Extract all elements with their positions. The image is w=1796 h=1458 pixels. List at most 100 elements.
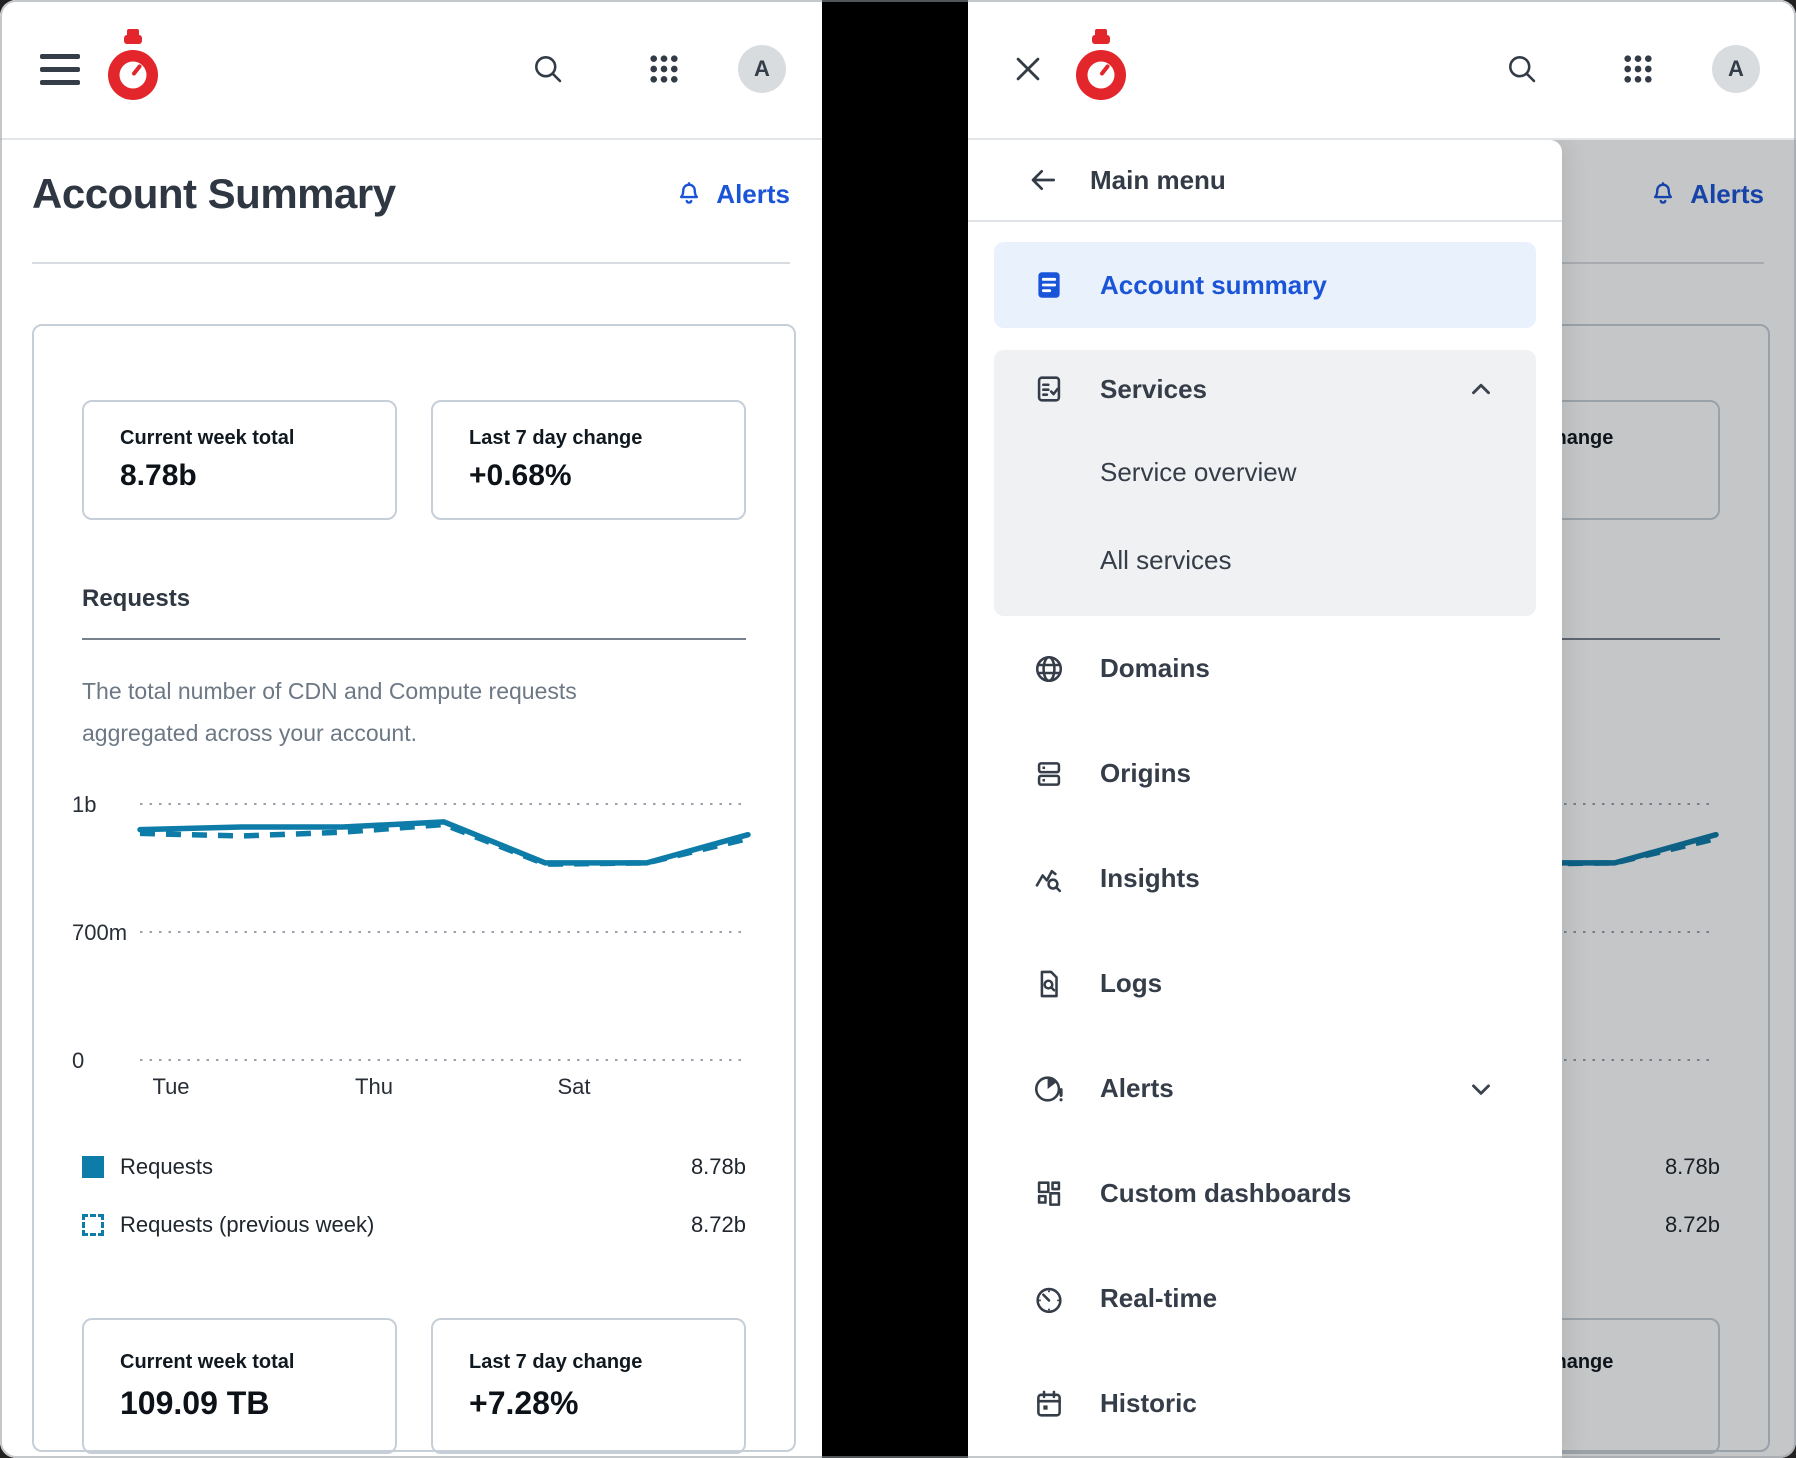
menu-item-label: Real-time <box>1100 1283 1218 1313</box>
stat-value: +0.68% <box>469 459 572 492</box>
bell-icon <box>1654 182 1673 204</box>
summary-card: Current week total 8.78b Last 7 day chan… <box>32 324 796 1454</box>
x-tick-thu: Thu <box>355 1074 393 1099</box>
stat-card-7day-change: Last 7 day change +0.68% <box>431 400 746 520</box>
menu-item-service-overview[interactable]: Service overview <box>994 428 1536 516</box>
menu-item-domains[interactable]: Domains <box>994 616 1536 721</box>
alert-pie-icon <box>1034 1075 1063 1102</box>
stat-label: Last 7 day change <box>469 427 643 449</box>
right-phone-panel: A Account Summary Alerts Current week to… <box>968 0 1796 1458</box>
menu-item-origins[interactable]: Origins <box>994 721 1536 826</box>
menu-item-label: Insights <box>1100 863 1200 893</box>
timer-icon <box>1036 1287 1062 1313</box>
dashboard-grid-icon <box>1037 1180 1061 1206</box>
menu-item-label: Origins <box>1100 758 1192 788</box>
requests-line-chart: 1b 700m 0 Tue Thu Sat <box>72 792 751 1099</box>
close-icon <box>1016 57 1040 81</box>
avatar[interactable]: A <box>1712 45 1760 93</box>
main-menu-list: Account summary Services <box>968 222 1562 1456</box>
search-icon <box>535 56 562 83</box>
stat-value: 8.78b <box>120 459 197 492</box>
globe-icon <box>1035 655 1063 682</box>
search-button[interactable] <box>1494 41 1550 97</box>
menu-item-alerts[interactable]: Alerts <box>994 1036 1536 1141</box>
server-stack-icon <box>1037 761 1061 786</box>
top-bar: A <box>968 0 1796 140</box>
menu-item-label: Domains <box>1100 653 1210 683</box>
close-menu-button[interactable] <box>1004 45 1052 93</box>
app-grid-icon <box>650 55 678 83</box>
dashed-swatch-icon <box>82 1214 104 1236</box>
stat-value: 109.09 TB <box>120 1385 270 1421</box>
stat-label: Last 7 day change <box>469 1351 643 1373</box>
chart-magnifier-icon <box>1035 869 1062 892</box>
alerts-link[interactable]: Alerts <box>1648 179 1764 210</box>
alerts-link[interactable]: Alerts <box>674 179 790 210</box>
menu-item-custom-dashboards[interactable]: Custom dashboards <box>994 1141 1536 1246</box>
fastly-logo-icon <box>1076 28 1126 100</box>
chevron-down-icon[interactable] <box>1466 1074 1496 1104</box>
hamburger-menu-button[interactable] <box>36 45 84 93</box>
title-divider <box>32 262 790 264</box>
menu-item-services[interactable]: Services <box>994 350 1536 428</box>
fastly-logo[interactable] <box>108 28 158 110</box>
menu-item-label: Custom dashboards <box>1100 1178 1352 1208</box>
menu-item-label: Logs <box>1100 968 1163 998</box>
legend-value: 8.72b <box>690 1212 746 1237</box>
menu-item-all-services[interactable]: All services <box>994 516 1536 604</box>
apps-button[interactable] <box>1610 41 1666 97</box>
avatar[interactable]: A <box>738 45 786 93</box>
menu-item-label: Services <box>1100 373 1207 404</box>
hamburger-menu-icon <box>40 53 80 85</box>
account-summary-page: Account Summary Alerts Current week tota… <box>0 140 822 1458</box>
chevron-up-icon[interactable] <box>1466 374 1496 404</box>
menu-item-historic[interactable]: Historic <box>994 1351 1536 1456</box>
menu-item-logs[interactable]: Logs <box>994 931 1536 1036</box>
main-menu-title: Main menu <box>1090 164 1226 195</box>
alerts-link-label: Alerts <box>716 178 790 209</box>
menu-item-label: Account summary <box>1100 269 1327 300</box>
legend-row-requests: Requests 8.78b <box>82 1154 746 1180</box>
menu-group-services: Services Service overview All services <box>994 350 1536 616</box>
alerts-link-label: Alerts <box>1690 178 1764 209</box>
stat-card-bandwidth-change: Last 7 day change +7.28% <box>431 1318 746 1454</box>
document-icon <box>1038 272 1060 298</box>
services-checklist-icon <box>1037 376 1061 402</box>
menu-item-account-summary[interactable]: Account summary <box>994 242 1536 328</box>
main-menu-drawer: Main menu Account summary <box>968 140 1562 1458</box>
menu-item-real-time[interactable]: Real-time <box>994 1246 1536 1351</box>
requests-section-heading: Requests <box>82 584 746 640</box>
current-week-line <box>137 819 751 866</box>
menu-item-insights[interactable]: Insights <box>994 826 1536 931</box>
main-menu-header: Main menu <box>968 140 1562 222</box>
x-tick-tue: Tue <box>152 1074 189 1099</box>
legend-label: Requests (previous week) <box>120 1212 375 1237</box>
x-tick-sat: Sat <box>557 1074 590 1099</box>
apps-button[interactable] <box>636 41 692 97</box>
stat-value: +7.28% <box>469 1385 579 1421</box>
menu-subitem-label: All services <box>1100 544 1232 575</box>
solid-swatch-icon <box>82 1156 104 1178</box>
legend-label: Requests <box>120 1154 213 1179</box>
stat-card-bandwidth-total: Current week total 109.09 TB <box>82 1318 397 1454</box>
calendar-icon <box>1037 1390 1061 1417</box>
top-bar: A <box>0 0 822 140</box>
bandwidth-stats-row: Current week total 109.09 TB Last 7 day … <box>82 1318 746 1454</box>
fastly-logo-icon <box>108 28 158 100</box>
search-button[interactable] <box>520 41 576 97</box>
search-icon <box>1509 56 1536 83</box>
page-title: Account Summary <box>32 170 396 217</box>
y-tick-700m: 700m <box>72 920 127 945</box>
menu-item-label: Alerts <box>1100 1073 1174 1103</box>
bell-icon <box>680 182 699 204</box>
y-tick-1b: 1b <box>72 792 96 817</box>
stat-label: Current week total <box>120 1351 295 1373</box>
menu-item-label: Historic <box>1100 1388 1197 1418</box>
legend-row-previous-week: Requests (previous week) 8.72b <box>82 1212 746 1238</box>
left-phone-panel: A Account Summary Alerts Current week to… <box>0 0 822 1458</box>
fastly-logo[interactable] <box>1076 28 1126 110</box>
back-arrow-icon[interactable] <box>1024 164 1062 196</box>
y-tick-0: 0 <box>72 1048 84 1073</box>
requests-stats-row: Current week total 8.78b Last 7 day chan… <box>82 400 746 520</box>
